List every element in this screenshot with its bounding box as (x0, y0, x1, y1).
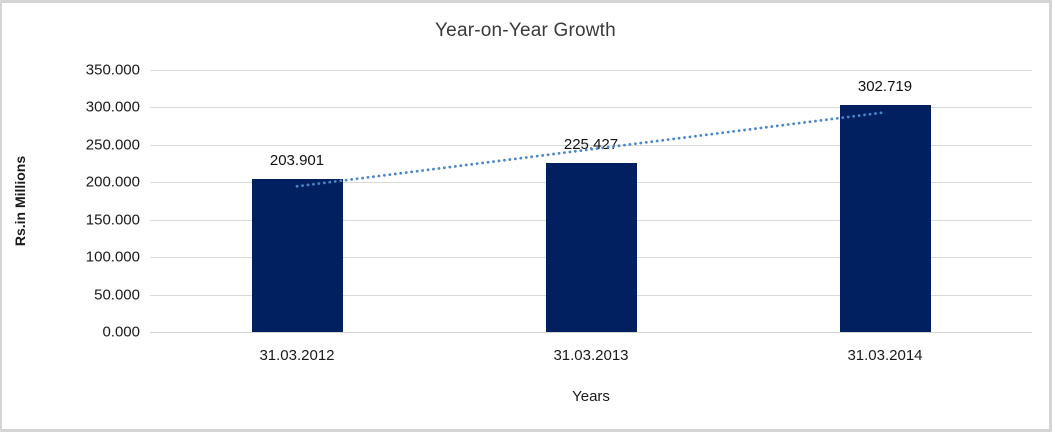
y-tick-label: 250.000 (85, 136, 140, 154)
bar-31.03.2014 (839, 105, 931, 332)
data-label: 203.901 (269, 152, 325, 170)
chart-title: Year-on-Year Growth (435, 20, 616, 41)
y-axis-title: Rs.in Millions (12, 155, 28, 247)
y-tick-label: 150.000 (85, 211, 140, 229)
bar-31.03.2012 (251, 179, 343, 332)
y-tick-label: 0.000 (102, 323, 140, 341)
y-tick-label: 200.000 (85, 173, 140, 191)
bar-31.03.2013 (545, 163, 637, 332)
y-gridline (150, 107, 1032, 109)
x-tick-label: 31.03.2012 (259, 347, 335, 364)
x-axis-line (150, 332, 1032, 333)
x-tick-label: 31.03.2014 (847, 347, 923, 364)
data-label: 225.427 (563, 136, 619, 154)
y-gridline (150, 70, 1032, 71)
x-tick-label: 31.03.2013 (553, 347, 629, 364)
y-tick-label: 300.000 (85, 98, 140, 116)
y-tick-label: 100.000 (85, 248, 140, 266)
y-tick-label: 50.000 (94, 286, 140, 304)
y-tick-label: 350.000 (85, 61, 140, 79)
x-axis-title: Years (572, 388, 610, 405)
data-label: 302.719 (857, 78, 913, 96)
